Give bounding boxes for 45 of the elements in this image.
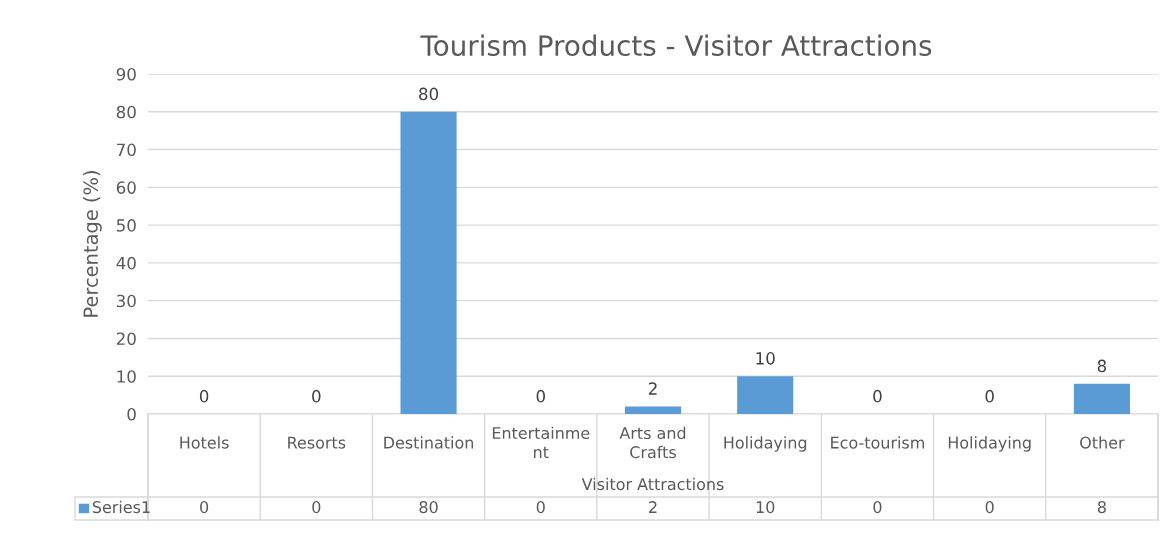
data-label: 0 (536, 389, 545, 403)
data-label: 0 (312, 389, 321, 403)
y-tick-label: 90 (116, 67, 136, 81)
legend-label: Series1 (92, 500, 150, 514)
data-label: 0 (985, 389, 994, 403)
y-tick-label: 80 (116, 105, 136, 119)
y-tick-label: 40 (116, 256, 136, 270)
text: 0 (200, 501, 209, 514)
y-tick-label: 0 (127, 407, 136, 421)
chart-title: Tourism Products - Visitor Attractions (420, 34, 932, 57)
text: 0 (985, 501, 994, 514)
text: 0 (536, 501, 545, 514)
y-tick-label: 60 (116, 181, 136, 194)
bar (624, 406, 682, 414)
y-tick-label: 70 (117, 143, 136, 157)
x-tick-label: Resorts (288, 436, 346, 449)
x-axis-title: Visitor Attractions (581, 477, 724, 491)
data-label: 0 (873, 389, 882, 403)
y-tick-label: 50 (116, 219, 136, 232)
bar (737, 376, 794, 414)
y-axis-title: Percentage (%) (82, 171, 102, 317)
text: 80 (419, 501, 438, 514)
data-label: 8 (1097, 359, 1107, 373)
x-tick-label: Destination (384, 436, 474, 449)
text: 0 (312, 501, 321, 514)
x-tick-label: Holidaying (948, 436, 1031, 452)
text: 0 (873, 501, 882, 514)
x-tick-label: Holidaying (724, 436, 807, 452)
y-tick-label: 30 (116, 294, 136, 308)
data-label: 80 (419, 87, 439, 101)
x-tick-label: Entertainment (492, 426, 590, 458)
bar (1073, 383, 1130, 414)
bar (400, 111, 457, 414)
text: 8 (1097, 501, 1106, 514)
x-tick-label: Arts and Crafts (619, 426, 686, 459)
data-label: 2 (648, 382, 657, 395)
x-tick-label: Other (1080, 436, 1125, 449)
x-tick-label: Eco-tourism (831, 436, 924, 449)
y-tick-label: 20 (116, 332, 136, 346)
data-label: 10 (756, 352, 775, 365)
text: 10 (756, 501, 775, 514)
data-label: 0 (199, 389, 209, 403)
y-tick-label: 10 (117, 370, 136, 383)
text: 2 (649, 501, 657, 513)
x-tick-label: Hotels (180, 436, 229, 449)
